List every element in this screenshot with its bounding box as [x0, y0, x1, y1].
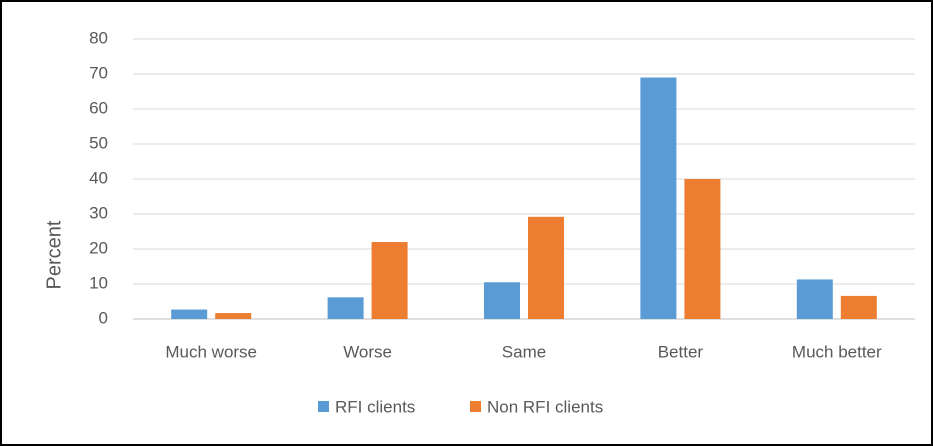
y-tick-label: 30: [89, 203, 108, 222]
bar: [528, 216, 564, 319]
x-tick-label: Much better: [792, 342, 882, 361]
x-tick-label: Same: [502, 342, 546, 361]
x-tick-label: Better: [658, 342, 704, 361]
y-tick-label: 0: [99, 308, 108, 327]
legend-label: RFI clients: [335, 397, 415, 416]
bar: [215, 313, 252, 319]
legend-label: Non RFI clients: [487, 397, 603, 416]
bar: [840, 295, 877, 319]
x-tick-label: Worse: [343, 342, 392, 361]
bar: [171, 309, 208, 319]
y-tick-label: 40: [89, 168, 108, 187]
legend-swatch: [470, 401, 481, 412]
bar: [640, 77, 677, 319]
y-tick-label: 20: [89, 238, 108, 257]
bar: [796, 279, 833, 319]
y-tick-label: 60: [89, 98, 108, 117]
y-tick-label: 70: [89, 63, 108, 82]
y-tick-label: 80: [89, 28, 108, 47]
legend-swatch: [318, 401, 329, 412]
x-tick-label: Much worse: [165, 342, 257, 361]
bar: [684, 179, 721, 319]
y-axis-label: Percent: [43, 220, 65, 289]
bar: [327, 297, 364, 319]
bar: [371, 242, 408, 319]
y-tick-label: 10: [89, 273, 108, 292]
y-tick-label: 50: [89, 133, 108, 152]
bar: [484, 282, 520, 319]
